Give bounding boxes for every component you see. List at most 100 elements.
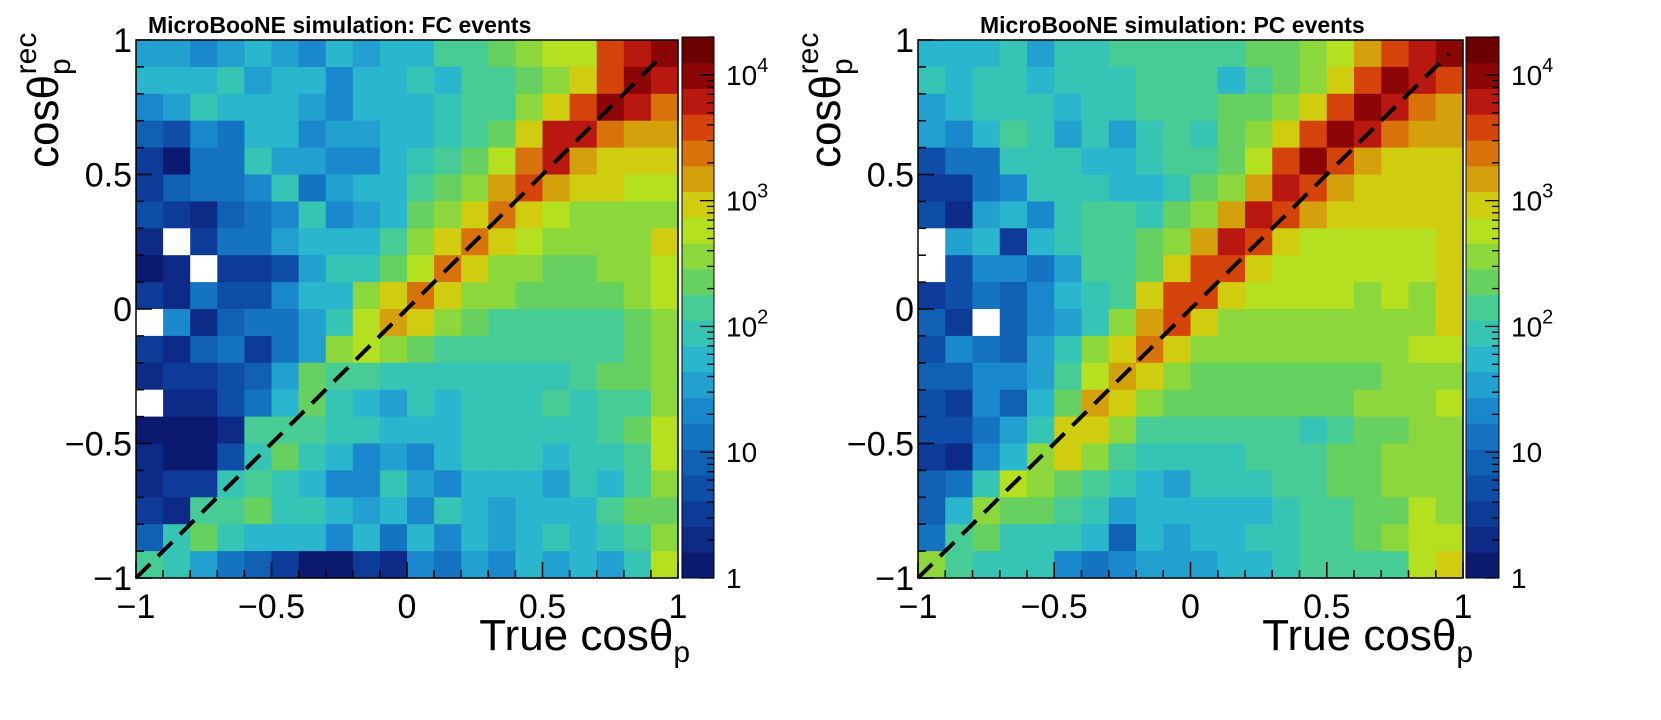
pc-colorbar-label: 1 xyxy=(1511,563,1527,594)
pc-heatmap-cell xyxy=(1381,497,1410,525)
fc-heatmap-cell xyxy=(650,120,679,149)
pc-heatmap-cell xyxy=(1136,66,1164,95)
pc-heatmap-cell xyxy=(1354,147,1382,176)
pc-heatmap-cell xyxy=(1190,362,1219,391)
fc-heatmap-cell xyxy=(542,66,571,95)
fc-heatmap-cell xyxy=(542,40,571,68)
pc-heatmap-cell xyxy=(1108,228,1137,256)
pc-heatmap-cell xyxy=(1190,524,1219,552)
fc-heatmap-cell xyxy=(515,282,544,310)
pc-colorbar-segment xyxy=(1466,346,1499,373)
fc-heatmap-cell xyxy=(163,147,191,176)
pc-heatmap-cell xyxy=(1081,362,1110,391)
pc-heatmap-cell xyxy=(945,228,974,256)
pc-heatmap-cell xyxy=(1245,443,1273,471)
fc-heatmap-cell xyxy=(163,66,191,95)
fc-heatmap-cell xyxy=(407,416,435,445)
pc-heatmap-cell xyxy=(1381,416,1410,445)
pc-heatmap-cell xyxy=(1299,497,1328,525)
fc-heatmap-cell xyxy=(407,362,435,391)
fc-heatmap-cell xyxy=(298,551,327,579)
fc-heatmap-cell xyxy=(623,201,652,229)
pc-heatmap-cell xyxy=(1027,470,1055,498)
fc-heatmap-cell xyxy=(596,362,625,391)
fc-heatmap-cell xyxy=(136,147,164,176)
fc-heatmap-cell xyxy=(271,309,300,337)
fc-heatmap-cell xyxy=(569,443,598,471)
pc-heatmap-cell xyxy=(1408,524,1437,552)
fc-heatmap-cell xyxy=(407,309,435,337)
fc-heatmap-cell xyxy=(569,282,598,310)
fc-heatmap-cell xyxy=(515,66,544,95)
fc-heatmap-cell xyxy=(379,255,408,283)
pc-axis-ticks xyxy=(917,39,1464,579)
fc-heatmap-cell xyxy=(379,416,408,445)
pc-heatmap-cell xyxy=(1299,443,1328,471)
pc-colorbar-segment xyxy=(1466,140,1499,167)
fc-colorbar-segment xyxy=(682,114,714,141)
fc-heatmap-cell xyxy=(461,362,489,391)
fc-heatmap-cell xyxy=(461,147,489,176)
pc-heatmap-cell xyxy=(972,551,1001,579)
pc-heatmap-cell xyxy=(1354,443,1382,471)
fc-heatmap-cell xyxy=(298,120,327,149)
pc-heatmap-cell xyxy=(1027,389,1055,418)
pc-heatmap-cell xyxy=(1272,416,1301,445)
pc-heatmap-cell xyxy=(918,443,946,471)
fc-y-tick-label: 0.5 xyxy=(85,157,132,195)
fc-heatmap-cell xyxy=(407,443,435,471)
pc-heatmap-cell xyxy=(1163,389,1192,418)
pc-heatmap-cell xyxy=(918,524,946,552)
fc-heatmap-cell xyxy=(542,551,571,579)
fc-heatmap-cell xyxy=(217,147,245,176)
fc-heatmap-cell xyxy=(298,147,327,176)
pc-heatmap-cell xyxy=(1163,147,1192,176)
pc-heatmap-cell xyxy=(918,389,946,418)
fc-heatmap-cell xyxy=(650,551,679,579)
pc-heatmap-cell xyxy=(1245,93,1273,122)
fc-heatmap-cell xyxy=(352,40,381,68)
pc-heatmap-cell xyxy=(1326,174,1355,202)
fc-heatmap-cell xyxy=(163,93,191,122)
pc-heatmap-cell xyxy=(1190,201,1219,229)
pc-heatmap-cell xyxy=(999,282,1028,310)
fc-heatmap-cell xyxy=(488,389,516,418)
fc-heatmap-cell xyxy=(217,362,245,391)
pc-heatmap-cell xyxy=(1190,551,1219,579)
pc-heatmap-cell xyxy=(918,362,946,391)
fc-heatmap-cell xyxy=(190,309,218,337)
pc-heatmap-cell xyxy=(1381,255,1410,283)
fc-heatmap-cell xyxy=(488,40,516,68)
pc-heatmap-cell xyxy=(1299,255,1328,283)
pc-heatmap-cell xyxy=(1272,497,1301,525)
fc-heatmap-cell xyxy=(190,443,218,471)
pc-heatmap-cell xyxy=(1136,40,1164,68)
pc-heatmap-cell xyxy=(1136,255,1164,283)
pc-heatmap-cell xyxy=(1272,362,1301,391)
fc-heatmap-cell xyxy=(379,40,408,68)
fc-x-tick-label: 0 xyxy=(398,588,417,626)
fc-heatmap-cell xyxy=(325,470,354,498)
fc-heatmap-cell xyxy=(379,362,408,391)
pc-heatmap-cell xyxy=(945,40,974,68)
pc-heatmap-cell xyxy=(1054,309,1083,337)
fc-heatmap-cell xyxy=(163,309,191,337)
fc-heatmap-cell xyxy=(325,93,354,122)
fc-heatmap-cell xyxy=(542,470,571,498)
fc-colorbar-segment xyxy=(682,165,714,193)
pc-heatmap-cell xyxy=(1299,282,1328,310)
pc-heatmap-cell xyxy=(1217,443,1246,471)
pc-heatmap-cell xyxy=(1326,335,1355,364)
pc-heatmap-cell xyxy=(1163,470,1192,498)
fc-heatmap-cell xyxy=(407,40,435,68)
pc-heatmap-cell xyxy=(1435,416,1464,445)
pc-heatmap-cell xyxy=(1435,443,1464,471)
fc-heatmap-cell xyxy=(407,470,435,498)
pc-heatmap-cell xyxy=(1217,551,1246,579)
pc-colorbar-segment xyxy=(1466,320,1499,347)
pc-heatmap-cell xyxy=(1326,443,1355,471)
fc-colorbar-segment xyxy=(682,217,714,244)
pc-heatmap-cell xyxy=(918,282,946,310)
pc-heatmap-cell xyxy=(972,228,1001,256)
pc-heatmap-cell xyxy=(1272,255,1301,283)
